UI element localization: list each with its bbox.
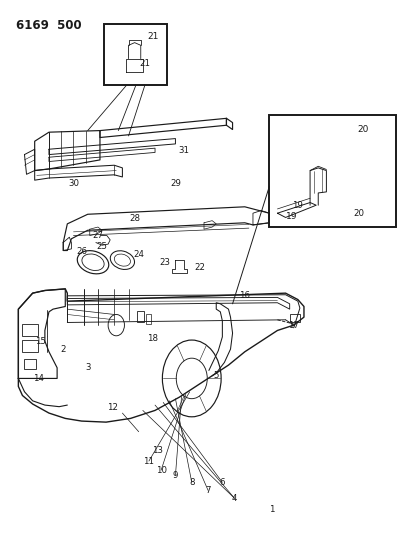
Text: 29: 29 (170, 180, 181, 188)
Text: 18: 18 (148, 334, 158, 343)
Text: 7: 7 (205, 486, 211, 495)
Text: 22: 22 (195, 263, 205, 272)
Text: 3: 3 (85, 364, 91, 372)
Bar (22, 324, 38, 336)
Text: 19: 19 (293, 201, 303, 209)
Text: 24: 24 (133, 251, 144, 259)
Text: 27: 27 (93, 231, 103, 240)
Text: 20: 20 (357, 125, 368, 134)
Bar (137, 311, 144, 322)
Text: 19: 19 (286, 212, 297, 221)
Text: 12: 12 (107, 403, 118, 412)
Bar (104, 24, 167, 85)
Text: 13: 13 (152, 446, 162, 455)
Text: 23: 23 (160, 258, 171, 266)
Bar (22, 340, 38, 352)
Text: 15: 15 (35, 337, 46, 345)
Text: 6169  500: 6169 500 (16, 19, 82, 31)
Text: 8: 8 (189, 478, 195, 487)
Bar (290, 314, 300, 322)
Text: 10: 10 (156, 466, 166, 474)
Text: 20: 20 (354, 209, 364, 217)
Text: 26: 26 (76, 247, 87, 256)
Text: 4: 4 (232, 494, 237, 503)
Text: 21: 21 (147, 32, 158, 41)
Text: 1: 1 (268, 505, 274, 513)
Bar (269, 115, 396, 227)
Text: 28: 28 (129, 214, 140, 223)
Text: 25: 25 (97, 242, 107, 251)
Text: 17: 17 (288, 321, 299, 329)
Text: 31: 31 (178, 146, 189, 155)
Text: 21: 21 (140, 60, 150, 68)
Text: 16: 16 (239, 292, 250, 300)
Text: 2: 2 (60, 345, 66, 353)
Text: 5: 5 (213, 372, 219, 380)
Text: 11: 11 (144, 457, 154, 465)
Bar (24, 359, 36, 369)
Text: 6: 6 (220, 478, 225, 487)
Bar (146, 314, 151, 324)
Text: 30: 30 (68, 180, 79, 188)
Text: 9: 9 (173, 471, 178, 480)
Text: 14: 14 (33, 374, 44, 383)
